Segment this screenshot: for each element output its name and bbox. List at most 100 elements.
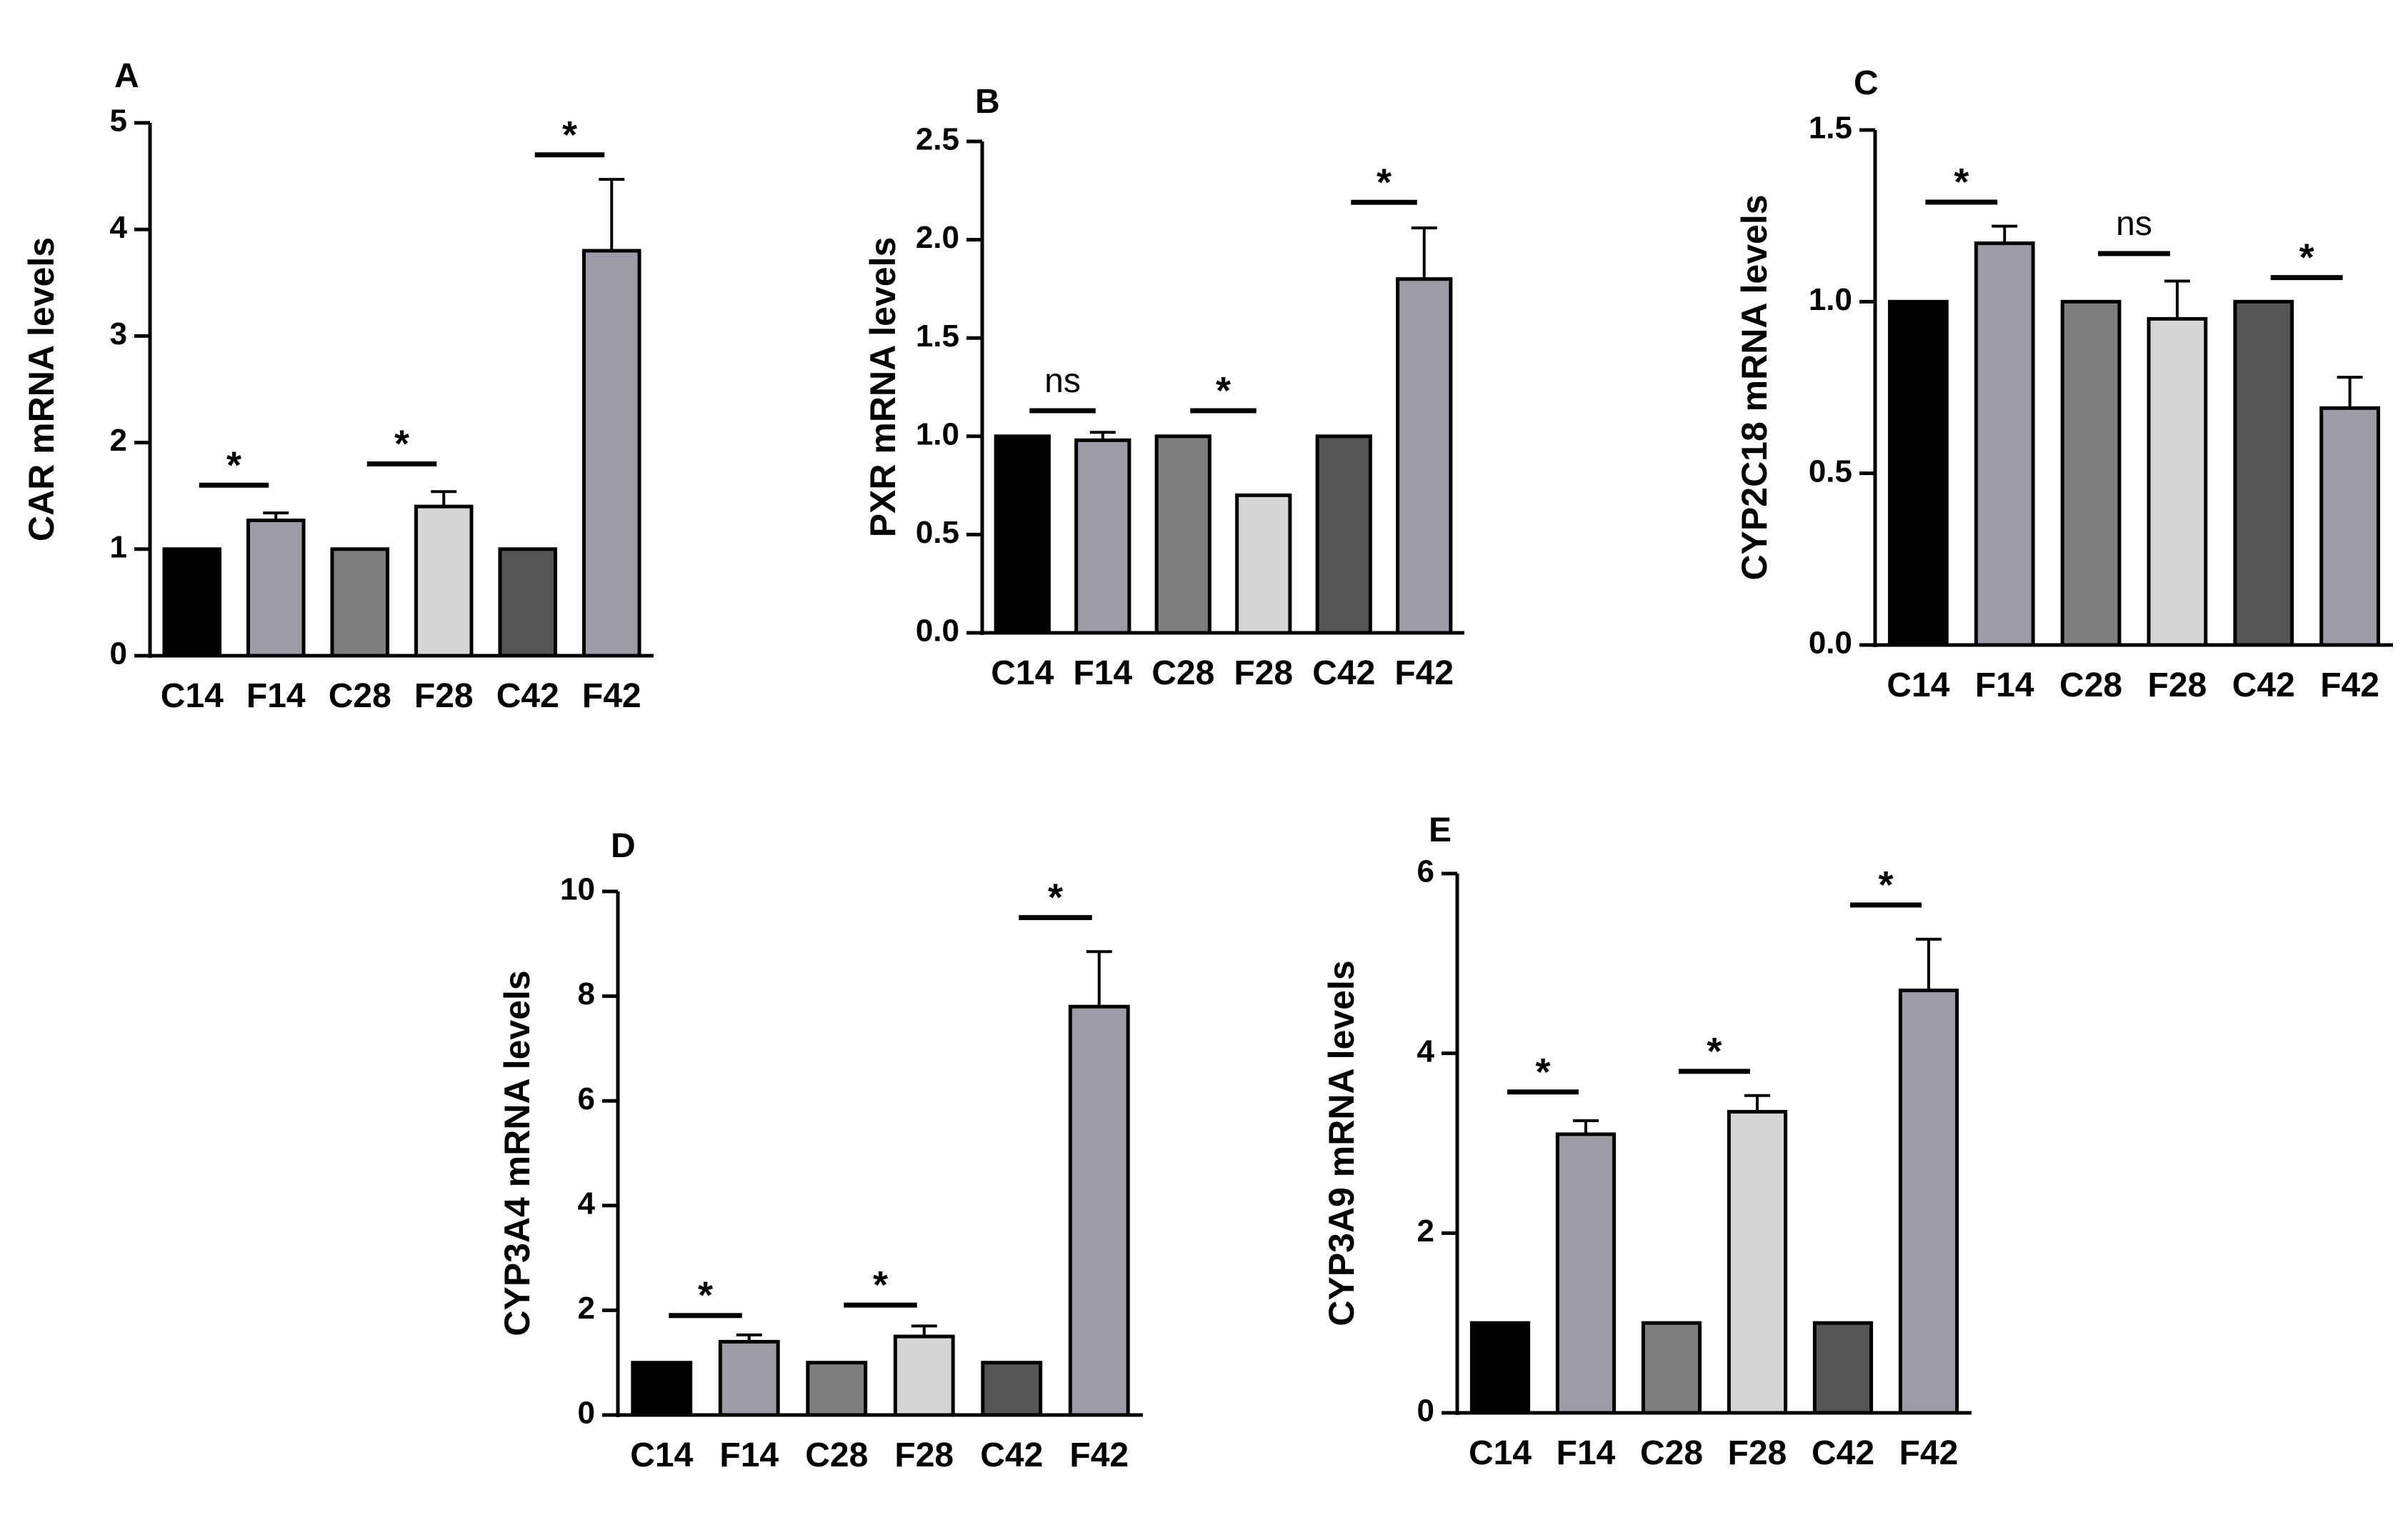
x-tick-label: C42 — [2232, 666, 2295, 704]
y-axis-label: CAR mRNA levels — [21, 237, 61, 541]
panel-b: B PXR mRNA levels C14 F14 C28 F28 C42 F42 0.0 0.5… — [863, 83, 1464, 692]
y-tick-label: 0 — [578, 1396, 595, 1431]
x-tick-label: C14 — [991, 654, 1054, 692]
bar-f42 — [581, 249, 641, 658]
bar-f42 — [1068, 1004, 1130, 1417]
bar-c28 — [2060, 299, 2122, 647]
x-tick-label: F28 — [1234, 654, 1293, 692]
x-tick-label: F14 — [1975, 666, 2034, 704]
panel-letter: A — [114, 57, 139, 95]
significance-star-label: * — [394, 422, 409, 465]
y-tick-label: 1.0 — [1809, 282, 1852, 317]
x-tick-label: F42 — [582, 677, 641, 715]
x-tick-label: C28 — [1151, 654, 1214, 692]
significance-star-label: * — [562, 114, 577, 156]
y-tick-label: 10 — [560, 872, 595, 907]
x-tick-label: F28 — [1728, 1434, 1787, 1472]
bar-c14 — [1888, 299, 1949, 647]
bar-c42 — [1812, 1321, 1874, 1415]
x-tick-label: C28 — [805, 1436, 868, 1474]
bar-f28 — [893, 1334, 955, 1417]
x-tick-label: C14 — [630, 1436, 693, 1474]
x-tick-label: C14 — [1469, 1434, 1532, 1472]
significance-ns-label: ns — [1044, 362, 1081, 400]
bar-c42 — [2233, 299, 2294, 647]
bar-f14 — [1555, 1132, 1617, 1415]
significance-star-label: * — [1954, 161, 1969, 204]
y-tick-label: 0.5 — [916, 515, 959, 550]
bar-c42 — [498, 547, 558, 658]
y-tick-label: 0.0 — [916, 614, 959, 649]
x-tick-label: F14 — [1557, 1434, 1616, 1472]
significance-star-label: * — [226, 444, 241, 486]
y-axis-label: CYP3A9 mRNA levels — [1322, 960, 1362, 1326]
x-tick-label: C28 — [329, 677, 391, 715]
x-tick-label: C42 — [980, 1436, 1043, 1474]
y-tick-label: 8 — [578, 976, 595, 1011]
significance-star-label: * — [1377, 161, 1392, 204]
bar-f14 — [718, 1339, 780, 1417]
y-tick-label: 0 — [110, 636, 127, 671]
panel-c: C CYP2C18 mRNA levels C14 F14 C28 F28 C42 F42 0.… — [1734, 64, 2393, 704]
y-tick-label: 1 — [110, 529, 127, 564]
panel-e: E CYP3A9 mRNA levels C14 F14 C28 F28 C42 F42 0 2 4… — [1322, 811, 1972, 1472]
panel-a: A CAR mRNA levels C14 F14 C28 F28 C42 F42 0 1 2 3 4 5… — [21, 57, 654, 715]
bar-c14 — [994, 434, 1051, 635]
y-tick-label: 5 — [110, 104, 127, 139]
significance-star-label: * — [1216, 369, 1231, 412]
y-tick-label: 2.0 — [916, 220, 959, 255]
y-tick-label: 2.5 — [916, 122, 959, 157]
x-tick-label: F14 — [1073, 654, 1132, 692]
y-tick-label: 3 — [110, 316, 127, 351]
panel-letter: B — [975, 83, 1000, 121]
y-axis-label: PXR mRNA levels — [863, 237, 903, 538]
panel-d: D CYP3A4 mRNA levels C14 F14 C28 F28 C42 F42 0 2 4… — [497, 827, 1143, 1474]
x-tick-label: F28 — [414, 677, 474, 715]
significance-star-label: * — [1048, 876, 1063, 919]
significance-star-label: * — [873, 1264, 888, 1306]
y-tick-label: 2 — [578, 1291, 595, 1326]
y-tick-label: 4 — [110, 210, 128, 245]
y-tick-label: 4 — [578, 1186, 596, 1221]
bar-f14 — [1974, 241, 2035, 647]
y-tick-label: 1.0 — [916, 416, 959, 451]
bar-f42 — [2319, 406, 2380, 647]
bar-f28 — [1235, 493, 1292, 635]
bar-c28 — [1154, 434, 1212, 635]
significance-ns-label: ns — [2116, 205, 2152, 243]
y-tick-label: 2 — [1417, 1214, 1434, 1249]
x-tick-label: C42 — [1312, 654, 1375, 692]
x-tick-label: C28 — [2059, 666, 2122, 704]
bar-f42 — [1898, 989, 1959, 1415]
x-tick-label: F14 — [719, 1436, 779, 1474]
y-tick-label: 0.0 — [1809, 626, 1852, 661]
bar-c42 — [981, 1361, 1043, 1417]
y-tick-label: 1.5 — [916, 319, 959, 354]
significance-star-label: * — [698, 1274, 713, 1317]
bar-c28 — [1641, 1321, 1702, 1415]
bar-c14 — [1469, 1321, 1531, 1415]
significance-star-label: * — [1707, 1030, 1722, 1073]
bar-c28 — [806, 1361, 868, 1417]
y-axis-label: CYP2C18 mRNA levels — [1734, 194, 1774, 580]
y-tick-label: 2 — [110, 423, 127, 458]
y-tick-label: 6 — [1417, 854, 1434, 889]
panel-letter: D — [611, 827, 636, 865]
bar-c14 — [162, 547, 222, 658]
x-tick-label: F42 — [1899, 1434, 1959, 1472]
y-tick-label: 4 — [1417, 1034, 1435, 1069]
bar-f42 — [1396, 277, 1453, 635]
x-tick-label: F42 — [1394, 654, 1454, 692]
y-tick-label: 6 — [578, 1081, 595, 1116]
y-axis-label: CYP3A4 mRNA levels — [497, 970, 537, 1336]
bar-c28 — [330, 547, 390, 658]
x-tick-label: C14 — [161, 677, 224, 715]
bar-f14 — [1074, 438, 1131, 635]
x-tick-label: F42 — [1069, 1436, 1129, 1474]
significance-star-label: * — [2299, 236, 2314, 279]
bar-f14 — [246, 519, 306, 658]
y-tick-label: 1.5 — [1809, 111, 1852, 146]
panel-letter: C — [1854, 64, 1879, 102]
x-tick-label: F28 — [894, 1436, 954, 1474]
